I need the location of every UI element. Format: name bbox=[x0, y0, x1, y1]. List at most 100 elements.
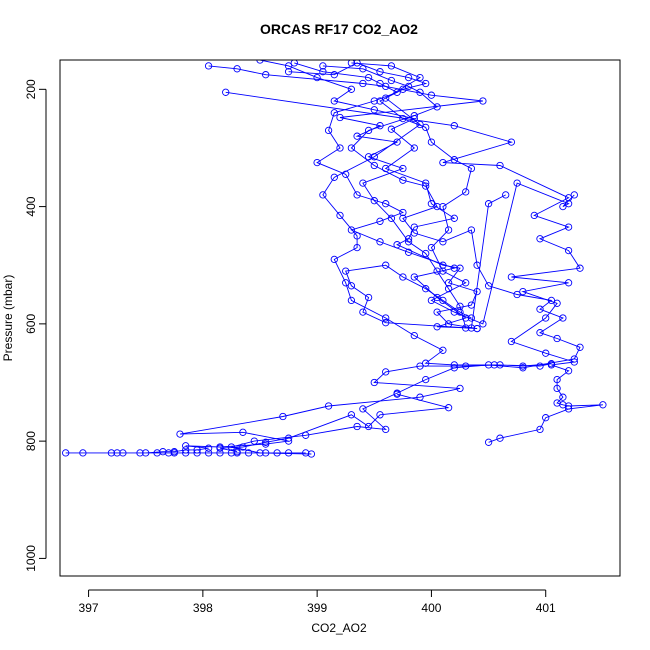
data-point bbox=[324, 402, 333, 410]
data-point bbox=[364, 293, 373, 302]
data-point bbox=[502, 191, 510, 199]
data-point bbox=[576, 343, 584, 351]
data-point bbox=[359, 405, 367, 413]
data-point bbox=[359, 79, 367, 88]
data-point bbox=[239, 428, 247, 436]
y-tick-label: 1000 bbox=[24, 545, 38, 572]
data-point bbox=[410, 144, 418, 152]
data-point bbox=[416, 73, 424, 82]
x-tick-label: 397 bbox=[79, 601, 99, 615]
data-point bbox=[330, 255, 338, 264]
data-point bbox=[416, 362, 424, 370]
x-axis: 397 398 399 400 401 bbox=[79, 589, 556, 615]
data-point bbox=[496, 434, 504, 442]
data-point bbox=[382, 425, 390, 434]
data-point bbox=[399, 208, 407, 217]
data-point bbox=[410, 331, 418, 340]
data-point bbox=[319, 191, 327, 199]
data-point bbox=[559, 314, 567, 322]
data-point bbox=[359, 65, 367, 73]
data-point bbox=[347, 282, 356, 290]
series-4 bbox=[256, 60, 481, 333]
data-point bbox=[473, 324, 481, 333]
data-point bbox=[376, 68, 384, 76]
data-point bbox=[559, 401, 567, 409]
data-point bbox=[370, 97, 378, 105]
data-point bbox=[364, 73, 373, 82]
y-tick-label: 800 bbox=[24, 431, 38, 451]
data-point bbox=[542, 314, 550, 322]
series-line bbox=[231, 65, 581, 455]
data-point bbox=[484, 361, 493, 369]
series-3 bbox=[204, 62, 487, 333]
data-point bbox=[107, 449, 116, 457]
data-point bbox=[319, 62, 327, 70]
data-point bbox=[536, 329, 544, 337]
data-point bbox=[559, 393, 567, 401]
data-point bbox=[399, 214, 407, 222]
data-point bbox=[370, 161, 378, 170]
data-point bbox=[204, 449, 213, 457]
x-tick-label: 398 bbox=[193, 601, 213, 615]
series-line bbox=[65, 62, 552, 454]
data-point bbox=[479, 97, 487, 105]
data-point bbox=[142, 449, 150, 457]
data-point bbox=[399, 85, 407, 93]
data-point bbox=[376, 217, 384, 225]
data-point bbox=[239, 443, 247, 451]
data-point bbox=[176, 430, 184, 438]
data-point bbox=[324, 126, 333, 135]
x-axis-label: CO2_AO2 bbox=[311, 621, 367, 635]
data-point bbox=[444, 404, 453, 412]
data-point bbox=[542, 414, 550, 422]
data-point bbox=[159, 448, 167, 456]
data-point bbox=[553, 299, 561, 307]
data-point bbox=[547, 296, 556, 305]
data-point bbox=[564, 200, 573, 208]
data-point bbox=[456, 384, 464, 393]
data-point bbox=[450, 364, 458, 372]
data-point bbox=[119, 449, 127, 457]
x-tick-label: 401 bbox=[536, 601, 556, 615]
data-point bbox=[359, 308, 367, 316]
y-axis-label: Pressure (mbar) bbox=[1, 275, 15, 362]
data-point bbox=[422, 359, 430, 367]
data-point bbox=[462, 362, 470, 370]
data-point bbox=[256, 449, 264, 457]
data-point bbox=[284, 68, 293, 76]
data-point bbox=[422, 375, 430, 384]
data-point bbox=[410, 112, 418, 120]
data-point bbox=[564, 246, 573, 255]
data-point bbox=[456, 302, 464, 310]
data-point bbox=[382, 82, 390, 91]
series-line bbox=[225, 91, 603, 443]
data-point bbox=[307, 450, 316, 458]
data-point bbox=[136, 449, 144, 457]
data-point bbox=[216, 449, 224, 457]
data-point bbox=[336, 113, 344, 122]
data-point bbox=[204, 444, 213, 452]
data-point bbox=[536, 362, 544, 370]
data-point bbox=[393, 390, 401, 398]
data-point bbox=[382, 368, 390, 376]
data-point bbox=[564, 402, 573, 410]
data-point bbox=[422, 123, 430, 132]
data-point bbox=[244, 449, 253, 457]
x-tick-label: 400 bbox=[421, 601, 441, 615]
data-point bbox=[599, 401, 607, 409]
series-2 bbox=[62, 60, 556, 457]
data-point bbox=[182, 449, 190, 457]
data-point bbox=[439, 158, 447, 167]
y-tick-label: 200 bbox=[24, 79, 38, 99]
data-point bbox=[439, 238, 447, 246]
data-point bbox=[404, 248, 413, 256]
data-point bbox=[313, 158, 321, 167]
data-point bbox=[564, 405, 573, 413]
data-point bbox=[347, 144, 356, 152]
data-point bbox=[422, 249, 430, 258]
data-point bbox=[113, 449, 121, 457]
data-point bbox=[347, 226, 356, 234]
data-point bbox=[404, 235, 413, 243]
data-point bbox=[484, 200, 493, 208]
